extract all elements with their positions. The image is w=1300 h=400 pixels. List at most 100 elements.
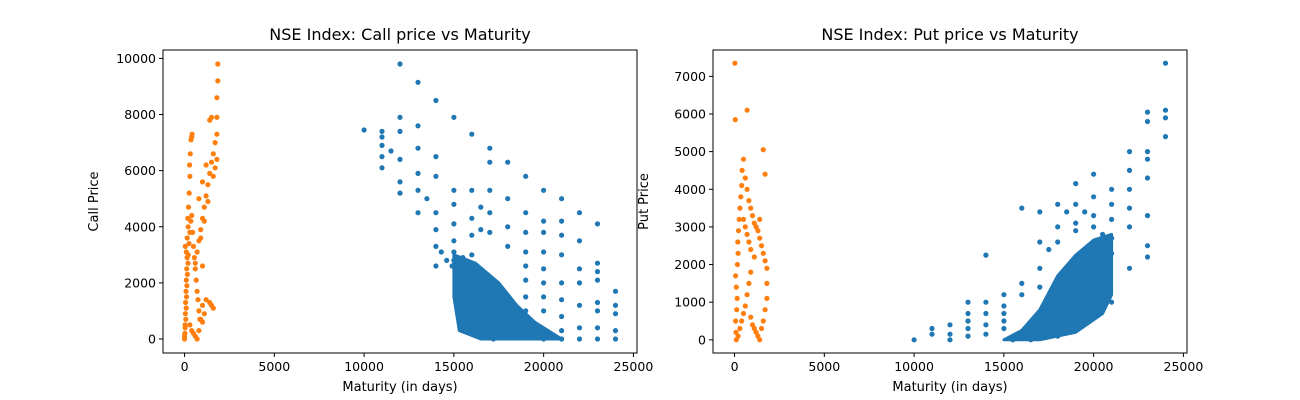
scatter-point — [451, 221, 457, 227]
scatter-point — [1073, 258, 1079, 264]
y-tick-label: 1000 — [674, 295, 706, 310]
y-tick-label: 0 — [698, 332, 706, 347]
scatter-point — [199, 302, 206, 308]
scatter-point — [1037, 265, 1043, 271]
scatter-point — [478, 271, 484, 277]
scatter-point — [983, 252, 989, 258]
scatter-point — [947, 322, 953, 328]
scatter-point — [1126, 167, 1133, 173]
scatter-point — [535, 335, 541, 341]
x-tick-label: 15000 — [434, 359, 474, 374]
scatter-point — [192, 266, 198, 272]
y-tick-label: 6000 — [674, 106, 706, 121]
x-tick-label: 0 — [731, 359, 739, 374]
y-tick-label: 2000 — [124, 275, 156, 290]
scatter-point — [734, 307, 740, 313]
scatter-point — [1001, 292, 1007, 298]
scatter-point — [760, 147, 766, 153]
scatter-point — [469, 215, 475, 221]
scatter-point — [983, 331, 989, 337]
scatter-point — [481, 294, 487, 300]
scatter-point — [514, 325, 520, 331]
scatter-point — [397, 61, 403, 67]
scatter-point — [740, 156, 747, 162]
scatter-point — [1055, 239, 1061, 245]
scatter-point — [199, 263, 206, 269]
y-tick-label: 7000 — [674, 69, 706, 84]
x-tick-label: 25000 — [614, 359, 654, 374]
scatter-point — [480, 328, 486, 334]
scatter-point — [559, 218, 565, 224]
plot-frame — [162, 49, 638, 354]
scatter-point — [757, 337, 763, 343]
scatter-point — [594, 325, 601, 331]
scatter-point — [1126, 149, 1133, 155]
scatter-point — [183, 316, 189, 322]
scatter-point — [762, 307, 768, 313]
x-tick-label: 5000 — [808, 359, 840, 374]
x-tick-label: 20000 — [1074, 359, 1114, 374]
y-tick-label: 6000 — [124, 163, 156, 178]
scatter-point — [444, 257, 450, 263]
scatter-point — [744, 186, 750, 192]
scatter-point — [433, 173, 439, 179]
scatter-point — [451, 187, 457, 193]
x-tick-label: 10000 — [894, 359, 934, 374]
scatter-point — [594, 221, 601, 227]
scatter-point — [415, 187, 421, 193]
scatter-point — [183, 294, 190, 300]
scatter-point — [739, 182, 745, 189]
scatter-point — [735, 333, 741, 339]
scatter-point — [524, 330, 531, 336]
scatter-point — [1144, 156, 1151, 162]
y-tick-label: 0 — [148, 331, 156, 346]
scatter-point — [757, 216, 763, 222]
scatter-point — [186, 190, 192, 196]
scatter-point — [492, 305, 498, 311]
scatter-point — [203, 162, 209, 168]
scatter-point — [739, 167, 745, 173]
scatter-point — [594, 299, 601, 306]
scatter-point — [576, 302, 583, 308]
scatter-point — [184, 235, 190, 241]
scatter-series-blue — [361, 61, 619, 342]
scatter-point — [732, 117, 738, 123]
scatter-point — [210, 151, 216, 157]
scatter-point — [541, 218, 547, 224]
scatter-point — [187, 162, 193, 168]
scatter-point — [746, 280, 752, 286]
scatter-point — [1019, 280, 1025, 286]
scatter-point — [1046, 246, 1052, 253]
scatter-point — [379, 154, 385, 160]
scatter-point — [762, 171, 768, 177]
scatter-series-blue — [911, 60, 1169, 343]
scatter-point — [451, 238, 457, 244]
scatter-point — [1144, 243, 1151, 249]
scatter-point — [1001, 318, 1007, 324]
scatter-point — [1019, 205, 1025, 211]
scatter-point — [735, 228, 742, 234]
scatter-point — [478, 227, 484, 233]
scatter-point — [612, 328, 619, 334]
scatter-point — [746, 239, 752, 245]
scatter-point — [1162, 115, 1169, 121]
scatter-point — [201, 204, 207, 210]
scatter-point — [1055, 303, 1061, 309]
scatter-point — [541, 294, 547, 300]
scatter-series-orange — [181, 61, 221, 342]
scatter-point — [415, 79, 421, 85]
scatter-point — [1082, 265, 1088, 271]
scatter-point — [433, 97, 439, 104]
scatter-point — [182, 243, 188, 249]
scatter-point — [397, 114, 403, 120]
scatter-point — [594, 269, 601, 275]
scatter-point — [186, 241, 192, 247]
scatter-point — [1055, 224, 1061, 230]
scatter-point — [454, 283, 461, 289]
scatter-point — [594, 277, 601, 283]
scatter-point — [1001, 310, 1007, 317]
scatter-point — [541, 187, 547, 193]
x-tick-label: 25000 — [1164, 359, 1204, 374]
scatter-point — [1037, 329, 1043, 335]
scatter-point — [1126, 186, 1133, 192]
